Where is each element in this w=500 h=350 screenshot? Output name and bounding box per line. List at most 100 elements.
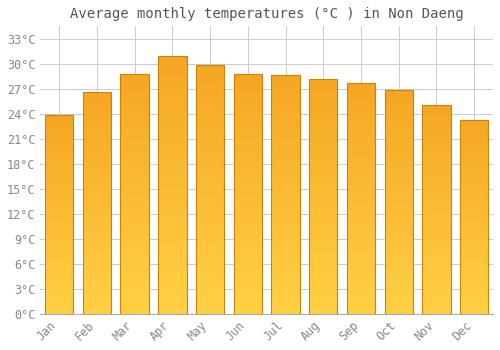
Bar (384, 215, 413, 217)
Bar (158, 298, 186, 301)
Bar (422, 112, 450, 114)
Bar (234, 114, 262, 117)
Bar (309, 184, 338, 187)
Bar (422, 278, 450, 281)
Bar (45, 123, 74, 125)
Bar (347, 222, 375, 224)
Bar (422, 131, 450, 133)
Bar (384, 114, 413, 117)
Bar (83, 220, 111, 223)
Bar (384, 292, 413, 294)
Bar (196, 177, 224, 180)
Bar (422, 116, 450, 118)
Bar (45, 296, 74, 298)
Bar (422, 114, 450, 116)
Bar (384, 110, 413, 112)
Bar (384, 258, 413, 260)
Bar (422, 193, 450, 195)
Bar (272, 285, 299, 288)
Bar (45, 308, 74, 310)
Bar (83, 263, 111, 265)
Bar (347, 118, 375, 120)
Bar (45, 129, 74, 131)
Bar (196, 180, 224, 182)
Bar (347, 83, 375, 314)
Bar (384, 294, 413, 296)
Bar (422, 239, 450, 241)
Bar (120, 170, 149, 172)
Bar (158, 275, 186, 278)
Bar (120, 278, 149, 280)
Bar (196, 199, 224, 202)
Bar (422, 174, 450, 176)
Bar (83, 97, 111, 99)
Bar (384, 94, 413, 96)
Bar (309, 288, 338, 290)
Bar (460, 237, 488, 238)
Bar (309, 194, 338, 196)
Bar (422, 212, 450, 214)
Bar (158, 116, 186, 118)
Bar (158, 301, 186, 303)
Bar (347, 235, 375, 238)
Bar (45, 276, 74, 278)
Bar (234, 158, 262, 160)
Bar (120, 182, 149, 184)
Bar (120, 184, 149, 187)
Bar (120, 280, 149, 283)
Bar (196, 103, 224, 105)
Bar (422, 141, 450, 143)
Bar (309, 307, 338, 309)
Bar (196, 132, 224, 135)
Bar (347, 129, 375, 132)
Bar (158, 69, 186, 72)
Bar (234, 103, 262, 105)
Bar (272, 175, 299, 178)
Bar (422, 195, 450, 197)
Bar (120, 211, 149, 213)
Bar (347, 83, 375, 85)
Bar (460, 293, 488, 295)
Bar (234, 239, 262, 242)
Bar (384, 267, 413, 269)
Bar (45, 205, 74, 207)
Bar (196, 182, 224, 185)
Bar (384, 193, 413, 195)
Bar (272, 192, 299, 195)
Bar (309, 182, 338, 184)
Bar (45, 189, 74, 191)
Bar (309, 298, 338, 300)
Bar (272, 259, 299, 261)
Bar (422, 122, 450, 124)
Bar (460, 227, 488, 229)
Bar (83, 243, 111, 245)
Bar (196, 65, 224, 314)
Bar (158, 273, 186, 275)
Bar (272, 283, 299, 285)
Bar (234, 237, 262, 239)
Bar (347, 293, 375, 295)
Bar (384, 130, 413, 132)
Bar (196, 257, 224, 259)
Bar (384, 184, 413, 186)
Bar (422, 245, 450, 247)
Bar (234, 78, 262, 81)
Bar (272, 104, 299, 106)
Bar (83, 92, 111, 314)
Bar (384, 188, 413, 190)
Bar (45, 149, 74, 151)
Bar (422, 258, 450, 260)
Bar (309, 224, 338, 227)
Bar (234, 88, 262, 91)
Bar (196, 254, 224, 257)
Bar (158, 221, 186, 224)
Bar (45, 264, 74, 266)
Bar (309, 196, 338, 199)
Bar (309, 140, 338, 142)
Bar (158, 59, 186, 62)
Bar (460, 271, 488, 273)
Bar (196, 309, 224, 312)
Bar (196, 170, 224, 172)
Bar (422, 251, 450, 253)
Bar (309, 116, 338, 119)
